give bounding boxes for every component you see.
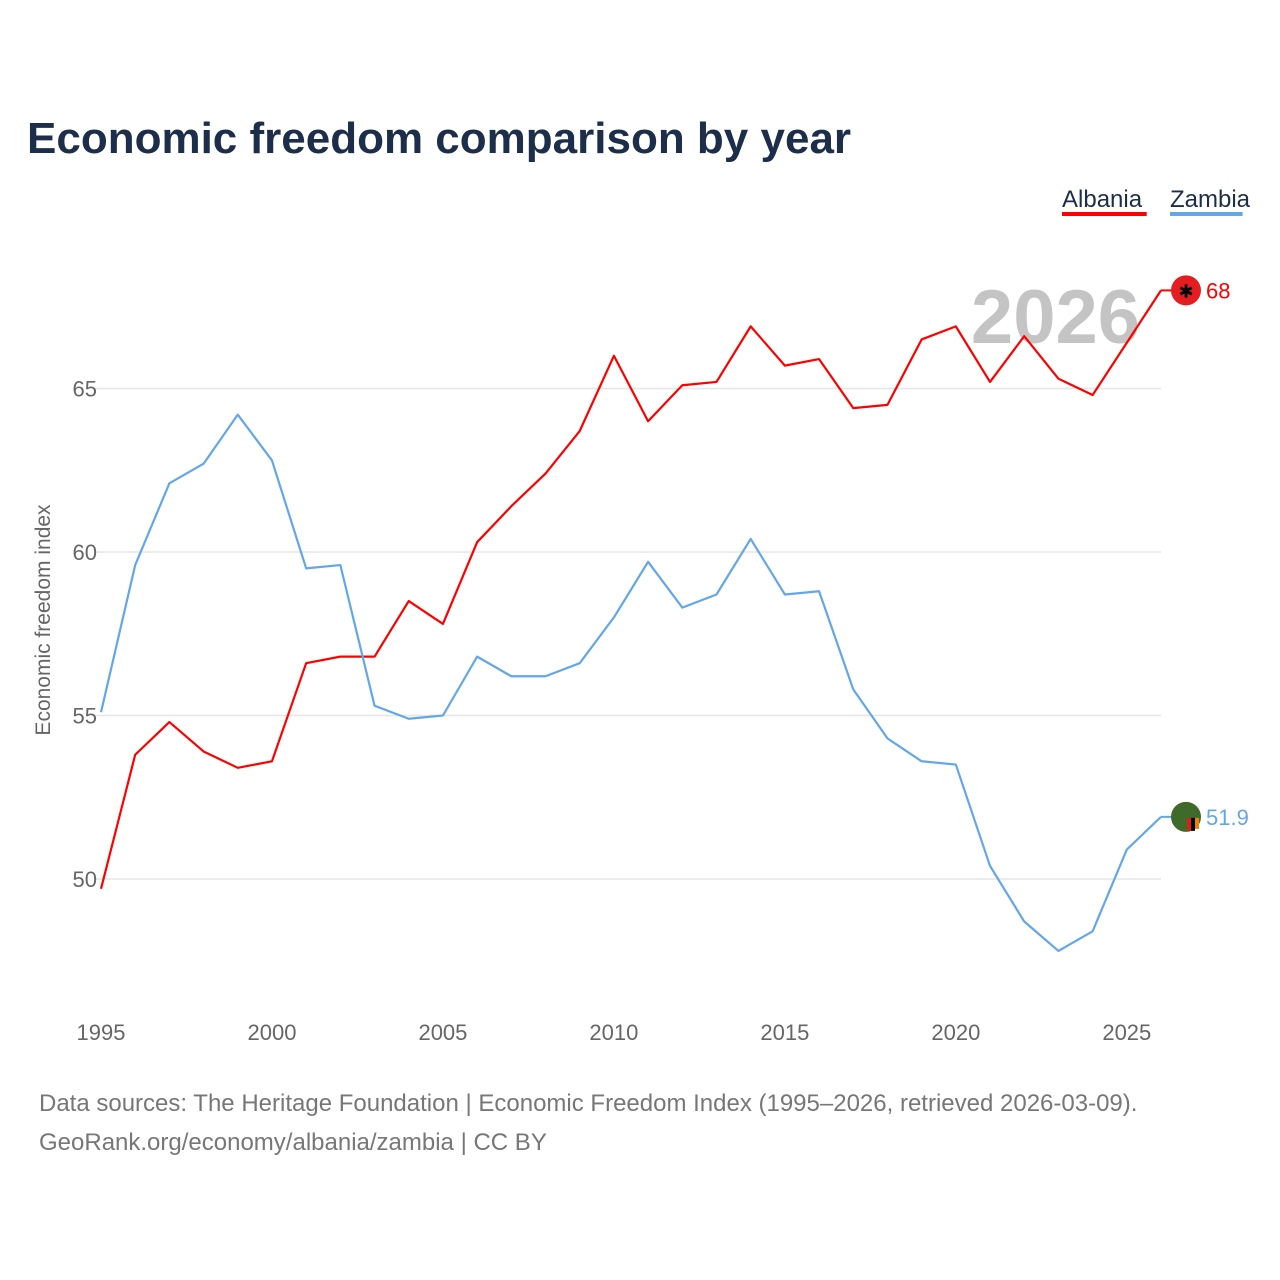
y-tick-label: 60 bbox=[73, 540, 97, 565]
legend-item-zambia: Zambia bbox=[1170, 186, 1251, 213]
y-tick-label: 55 bbox=[73, 704, 97, 729]
x-tick-label: 2005 bbox=[418, 1020, 467, 1045]
end-value-label: 68 bbox=[1206, 278, 1230, 303]
series-line-albania bbox=[99, 289, 1162, 890]
flag-stripe bbox=[1195, 817, 1199, 829]
legend-swatch bbox=[1062, 212, 1147, 216]
legend-item-albania: Albania bbox=[1062, 186, 1143, 213]
flag-stripe bbox=[1187, 817, 1191, 831]
end-value-label: 51.9 bbox=[1206, 805, 1249, 830]
flag-stripe bbox=[1191, 817, 1195, 831]
x-tick-label: 2015 bbox=[760, 1020, 809, 1045]
flag-icon-albania bbox=[1171, 275, 1201, 306]
y-axis-label: Economic freedom index bbox=[32, 504, 55, 736]
footer-credit: GeoRank.org/economy/albania/zambia | CC … bbox=[39, 1129, 547, 1156]
footer-sources: Data sources: The Heritage Foundation | … bbox=[39, 1090, 1137, 1117]
x-tick-label: 2010 bbox=[589, 1020, 638, 1045]
legend-swatch bbox=[1170, 212, 1243, 216]
eagle-icon: ✱ bbox=[1178, 281, 1193, 301]
x-tick-label: 2025 bbox=[1102, 1020, 1151, 1045]
series-line-zambia bbox=[99, 413, 1162, 953]
y-tick-label: 50 bbox=[73, 867, 97, 892]
year-watermark: 2026 bbox=[971, 275, 1140, 360]
chart-title: Economic freedom comparison by year bbox=[27, 114, 851, 163]
y-tick-label: 65 bbox=[73, 377, 97, 402]
x-tick-label: 1995 bbox=[77, 1020, 126, 1045]
x-tick-label: 2000 bbox=[247, 1020, 296, 1045]
x-tick-label: 2020 bbox=[931, 1020, 980, 1045]
